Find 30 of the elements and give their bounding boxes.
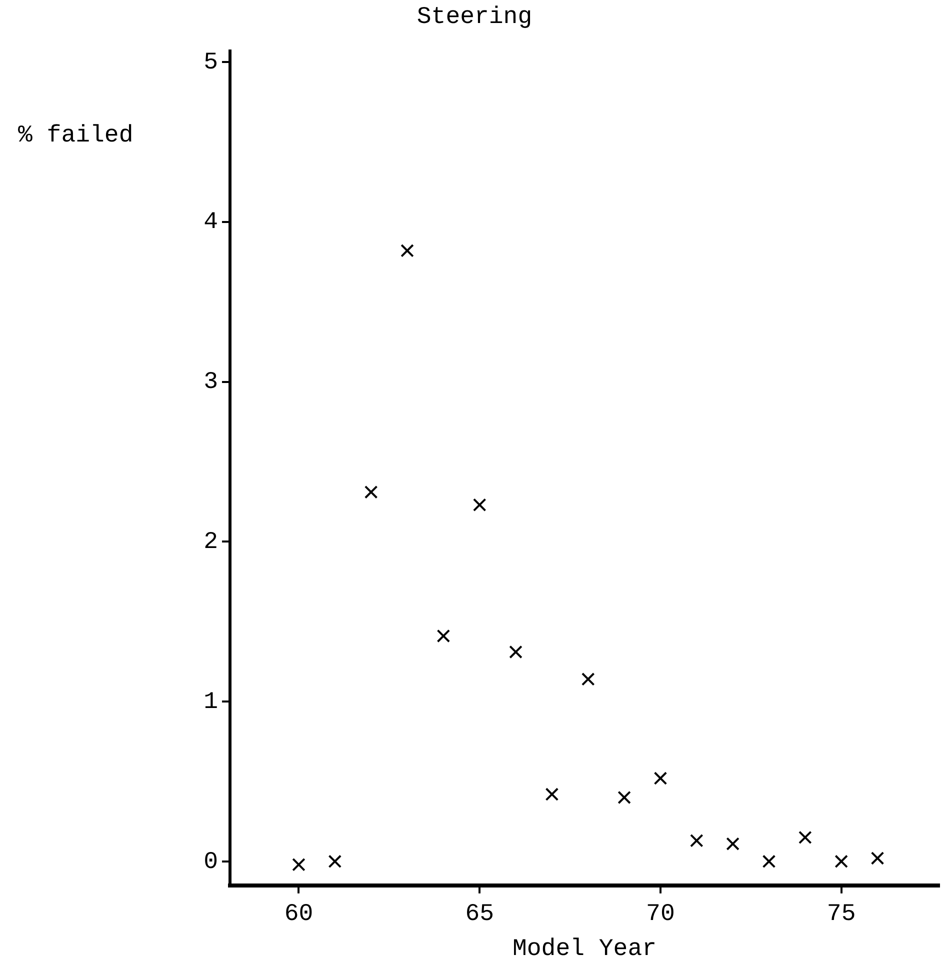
point (436, 629, 450, 643)
point (870, 852, 884, 865)
y-tick-label: 4 (204, 209, 218, 236)
point (654, 772, 668, 785)
point (292, 858, 306, 872)
point (690, 834, 704, 848)
point (509, 645, 522, 659)
point (328, 854, 342, 868)
y-tick-label: 5 (204, 49, 218, 76)
point (472, 498, 486, 512)
point (762, 854, 776, 868)
point (545, 788, 559, 801)
y-tick-label: 3 (204, 369, 218, 396)
x-axis-title: Model Year (512, 936, 657, 963)
x-tick-label: 75 (826, 901, 856, 928)
point (726, 837, 740, 850)
point (834, 854, 848, 868)
y-tick-label: 1 (204, 688, 218, 716)
point (581, 672, 595, 686)
y-tick-label: 0 (204, 848, 218, 876)
y-axis-title: % failed (18, 122, 134, 150)
x-tick-label: 65 (465, 901, 494, 928)
y-tick-label: 2 (204, 529, 218, 556)
x-tick-label: 70 (646, 901, 675, 928)
point (798, 830, 812, 844)
point (400, 244, 414, 258)
point (364, 485, 378, 499)
x-tick-label: 60 (284, 901, 314, 928)
chart-title: Steering (416, 4, 532, 31)
point (618, 790, 631, 804)
